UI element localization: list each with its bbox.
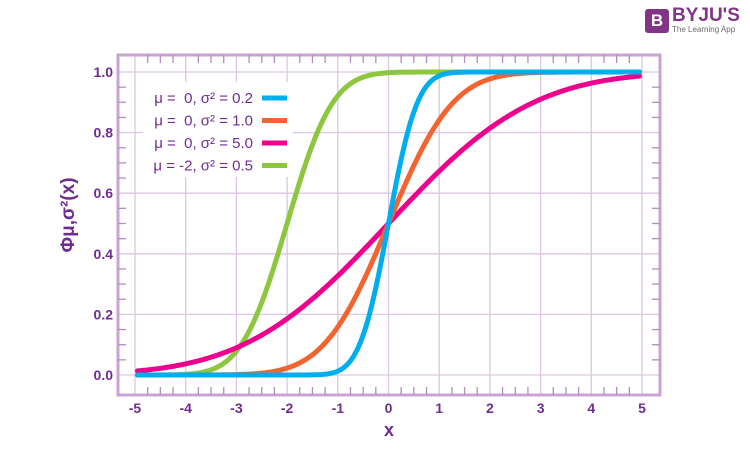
x-tick-label: -2 xyxy=(281,400,294,416)
y-tick-label: 0.8 xyxy=(94,125,114,141)
x-tick-label: 0 xyxy=(385,400,393,416)
x-tick-label: 2 xyxy=(486,400,494,416)
y-tick-label: 1.0 xyxy=(94,64,114,80)
x-tick-label: -1 xyxy=(332,400,345,416)
x-tick-label: 4 xyxy=(587,400,595,416)
y-axis-label: Φμ,σ²(x) xyxy=(58,177,79,252)
plot-frame xyxy=(116,53,662,397)
logo-tagline: The Learning App xyxy=(672,25,736,34)
legend-label: μ = -2, σ² = 0.5 xyxy=(153,158,253,175)
x-tick-label: 3 xyxy=(537,400,545,416)
logo-brand: BYJU'S xyxy=(672,5,740,26)
legend-label: μ = 0, σ² = 0.2 xyxy=(154,90,253,107)
series-line xyxy=(135,69,642,378)
legend-label: μ = 0, σ² = 5.0 xyxy=(154,135,253,152)
logo-mark: B xyxy=(645,8,669,33)
x-axis-label: x xyxy=(384,420,394,440)
y-tick-label: 0.0 xyxy=(94,367,114,383)
legend-label: μ = 0, σ² = 1.0 xyxy=(154,113,253,130)
x-tick-label: -4 xyxy=(179,400,192,416)
byjus-logo: B BYJU'S The Learning App xyxy=(645,5,740,34)
y-tick-label: 0.2 xyxy=(94,306,114,322)
x-tick-label: -3 xyxy=(230,400,243,416)
y-tick-label: 0.4 xyxy=(94,246,114,262)
x-tick-label: 1 xyxy=(435,400,443,416)
x-tick-label: -5 xyxy=(129,400,142,416)
y-tick-label: 0.6 xyxy=(94,185,114,201)
x-tick-label: 5 xyxy=(638,400,646,416)
